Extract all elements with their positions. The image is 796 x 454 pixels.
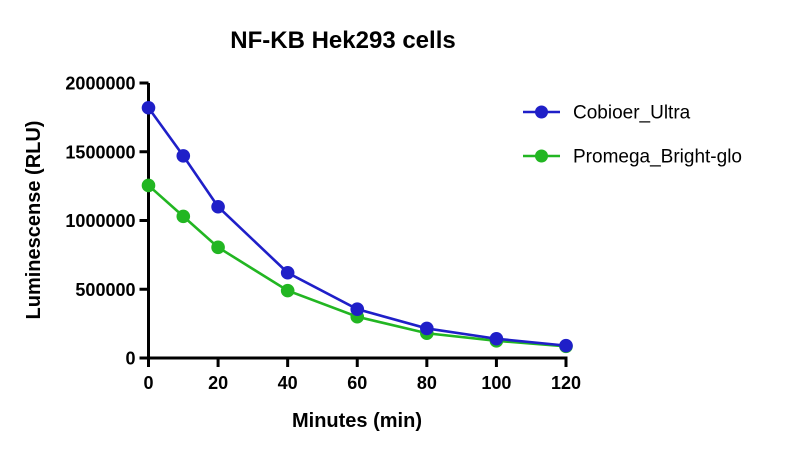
data-point-Cobioer_Ultra xyxy=(489,331,504,346)
x-tick-label: 20 xyxy=(208,373,228,393)
data-point-Promega_Bright-glo xyxy=(176,209,191,224)
data-point-Cobioer_Ultra xyxy=(141,100,156,115)
data-point-Promega_Bright-glo xyxy=(280,283,295,298)
y-tick-label: 0 xyxy=(125,349,135,369)
data-point-Cobioer_Ultra xyxy=(280,265,295,280)
data-point-Cobioer_Ultra xyxy=(559,338,573,353)
legend-label: Promega_Bright-glo xyxy=(573,147,742,168)
data-point-Cobioer_Ultra xyxy=(420,321,434,336)
x-axis-title: Minutes (min) xyxy=(292,410,422,432)
x-tick-label: 60 xyxy=(347,373,367,393)
series-line-Promega_Bright-glo xyxy=(147,184,567,348)
legend-marker-dot xyxy=(535,105,548,119)
y-tick-label: 2000000 xyxy=(65,74,135,94)
legend-item-promega-bright-glo: Promega_Bright-glo xyxy=(523,147,742,168)
x-tick-label: 120 xyxy=(551,373,581,393)
chart-title: NF-KB Hek293 cells xyxy=(230,27,455,54)
x-tick-label: 40 xyxy=(278,373,298,393)
data-point-Promega_Bright-glo xyxy=(141,178,156,193)
legend-marker-dot xyxy=(535,149,548,163)
x-tick-label: 0 xyxy=(143,373,153,393)
y-axis-title: Luminescense (RLU) xyxy=(23,121,45,320)
y-tick-label: 500000 xyxy=(75,280,135,300)
series-group xyxy=(141,100,573,354)
x-tick-label: 80 xyxy=(417,373,437,393)
series-line-Cobioer_Ultra xyxy=(147,106,567,347)
legend: Cobioer_Ultra Promega_Bright-glo xyxy=(523,103,742,168)
data-point-Cobioer_Ultra xyxy=(211,199,225,214)
y-tick-label: 1500000 xyxy=(65,142,135,162)
legend-label: Cobioer_Ultra xyxy=(573,103,691,124)
data-point-Cobioer_Ultra xyxy=(176,149,191,163)
x-tick-label: 100 xyxy=(481,373,511,393)
data-point-Cobioer_Ultra xyxy=(350,302,365,316)
legend-item-cobioer-ultra: Cobioer_Ultra xyxy=(523,103,691,124)
data-point-Promega_Bright-glo xyxy=(211,240,225,255)
axes: 0 20 40 60 80 100 120 0 500000 1000000 1500000 2000… xyxy=(65,74,581,394)
y-tick-label: 1000000 xyxy=(65,211,135,231)
